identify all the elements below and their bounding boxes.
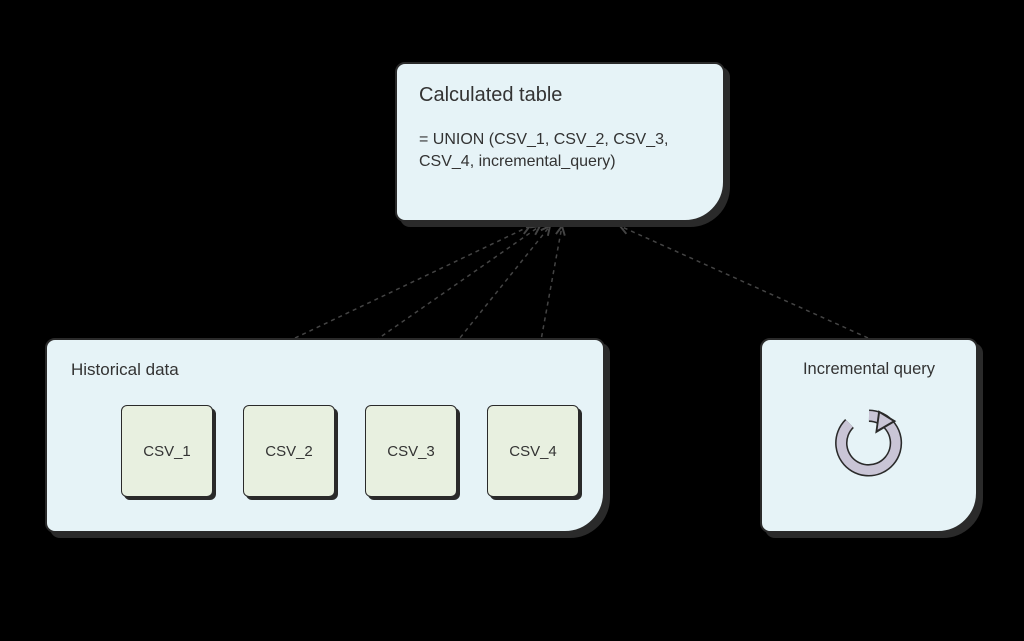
csv-box-4: CSV_4 [487, 405, 579, 497]
refresh-icon [830, 404, 908, 482]
csv-box-2: CSV_2 [243, 405, 335, 497]
calculated-table-box: Calculated table = UNION (CSV_1, CSV_2, … [395, 62, 725, 222]
historical-data-box: Historical data CSV_1 CSV_2 CSV_3 CSV_4 [45, 338, 605, 533]
csv-box-row: CSV_1 CSV_2 CSV_3 CSV_4 [121, 405, 579, 497]
incremental-query-box: Incremental query [760, 338, 978, 533]
csv-label: CSV_4 [509, 443, 557, 460]
arrow-incremental [620, 226, 868, 338]
calculated-table-formula: = UNION (CSV_1, CSV_2, CSV_3, CSV_4, inc… [419, 129, 701, 174]
historical-data-title: Historical data [71, 360, 579, 380]
csv-box-1: CSV_1 [121, 405, 213, 497]
csv-label: CSV_2 [265, 443, 313, 460]
calculated-table-title: Calculated table [419, 84, 701, 107]
csv-label: CSV_3 [387, 443, 435, 460]
incremental-query-title: Incremental query [803, 360, 935, 379]
csv-label: CSV_1 [143, 443, 191, 460]
csv-box-3: CSV_3 [365, 405, 457, 497]
